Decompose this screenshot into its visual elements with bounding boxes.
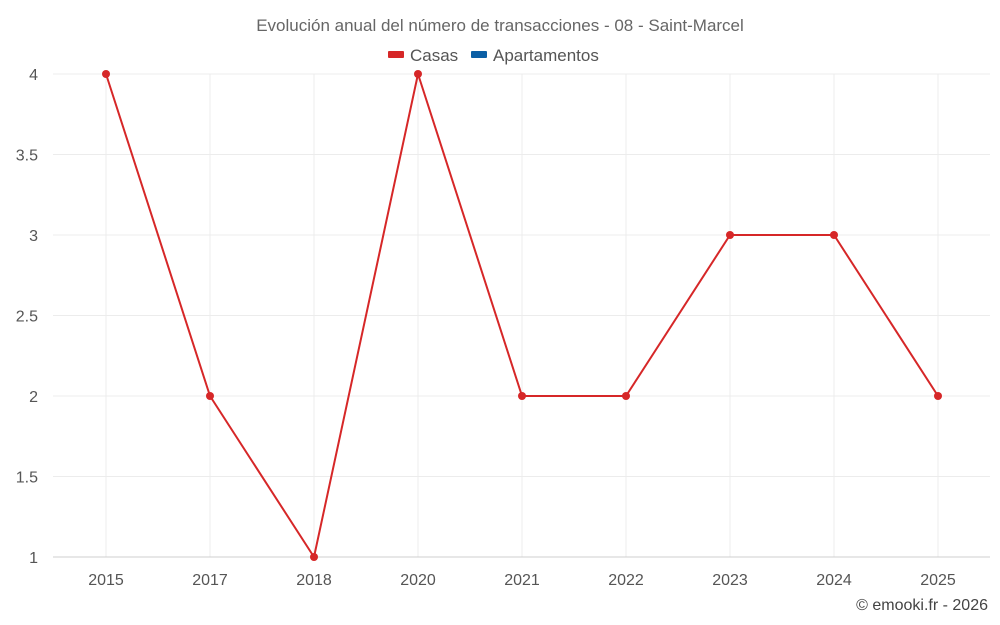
x-tick-label: 2017 — [192, 572, 228, 589]
legend-label-apartamentos: Apartamentos — [493, 46, 599, 65]
plot-area — [102, 70, 942, 561]
data-point-casas[interactable] — [206, 392, 214, 400]
legend-item-apartamentos[interactable]: Apartamentos — [471, 46, 599, 65]
y-tick-label: 3.5 — [16, 148, 38, 165]
legend-label-casas: Casas — [410, 46, 458, 65]
y-tick-label: 2 — [29, 389, 38, 406]
x-tick-label: 2025 — [920, 572, 956, 589]
y-tick-label: 3 — [29, 228, 38, 245]
x-tick-label: 2021 — [504, 572, 540, 589]
x-tick-label: 2022 — [608, 572, 644, 589]
data-point-casas[interactable] — [934, 392, 942, 400]
x-tick-label: 2015 — [88, 572, 124, 589]
legend-swatch-casas — [388, 51, 404, 58]
y-tick-label: 1 — [29, 550, 38, 567]
data-point-casas[interactable] — [102, 70, 110, 78]
data-point-casas[interactable] — [414, 70, 422, 78]
y-axis: 1 1.5 2 2.5 3 3.5 4 — [16, 67, 38, 567]
x-tick-label: 2023 — [712, 572, 748, 589]
data-point-casas[interactable] — [622, 392, 630, 400]
data-point-casas[interactable] — [518, 392, 526, 400]
legend: Casas Apartamentos — [388, 46, 599, 65]
data-point-casas[interactable] — [310, 553, 318, 561]
y-tick-label: 1.5 — [16, 470, 38, 487]
x-tick-label: 2018 — [296, 572, 332, 589]
x-tick-label: 2024 — [816, 572, 852, 589]
chart-title: Evolución anual del número de transaccio… — [256, 16, 744, 35]
x-axis: 2015 2017 2018 2020 2021 2022 2023 2024 2025 — [53, 556, 990, 589]
legend-item-casas[interactable]: Casas — [388, 46, 458, 65]
y-tick-label: 2.5 — [16, 309, 38, 326]
credit-text: © emooki.fr - 2026 — [856, 597, 988, 614]
grid — [53, 73, 990, 558]
y-tick-label: 4 — [29, 67, 38, 84]
legend-swatch-apartamentos — [471, 51, 487, 58]
data-point-casas[interactable] — [830, 231, 838, 239]
x-tick-label: 2020 — [400, 572, 436, 589]
data-point-casas[interactable] — [726, 231, 734, 239]
